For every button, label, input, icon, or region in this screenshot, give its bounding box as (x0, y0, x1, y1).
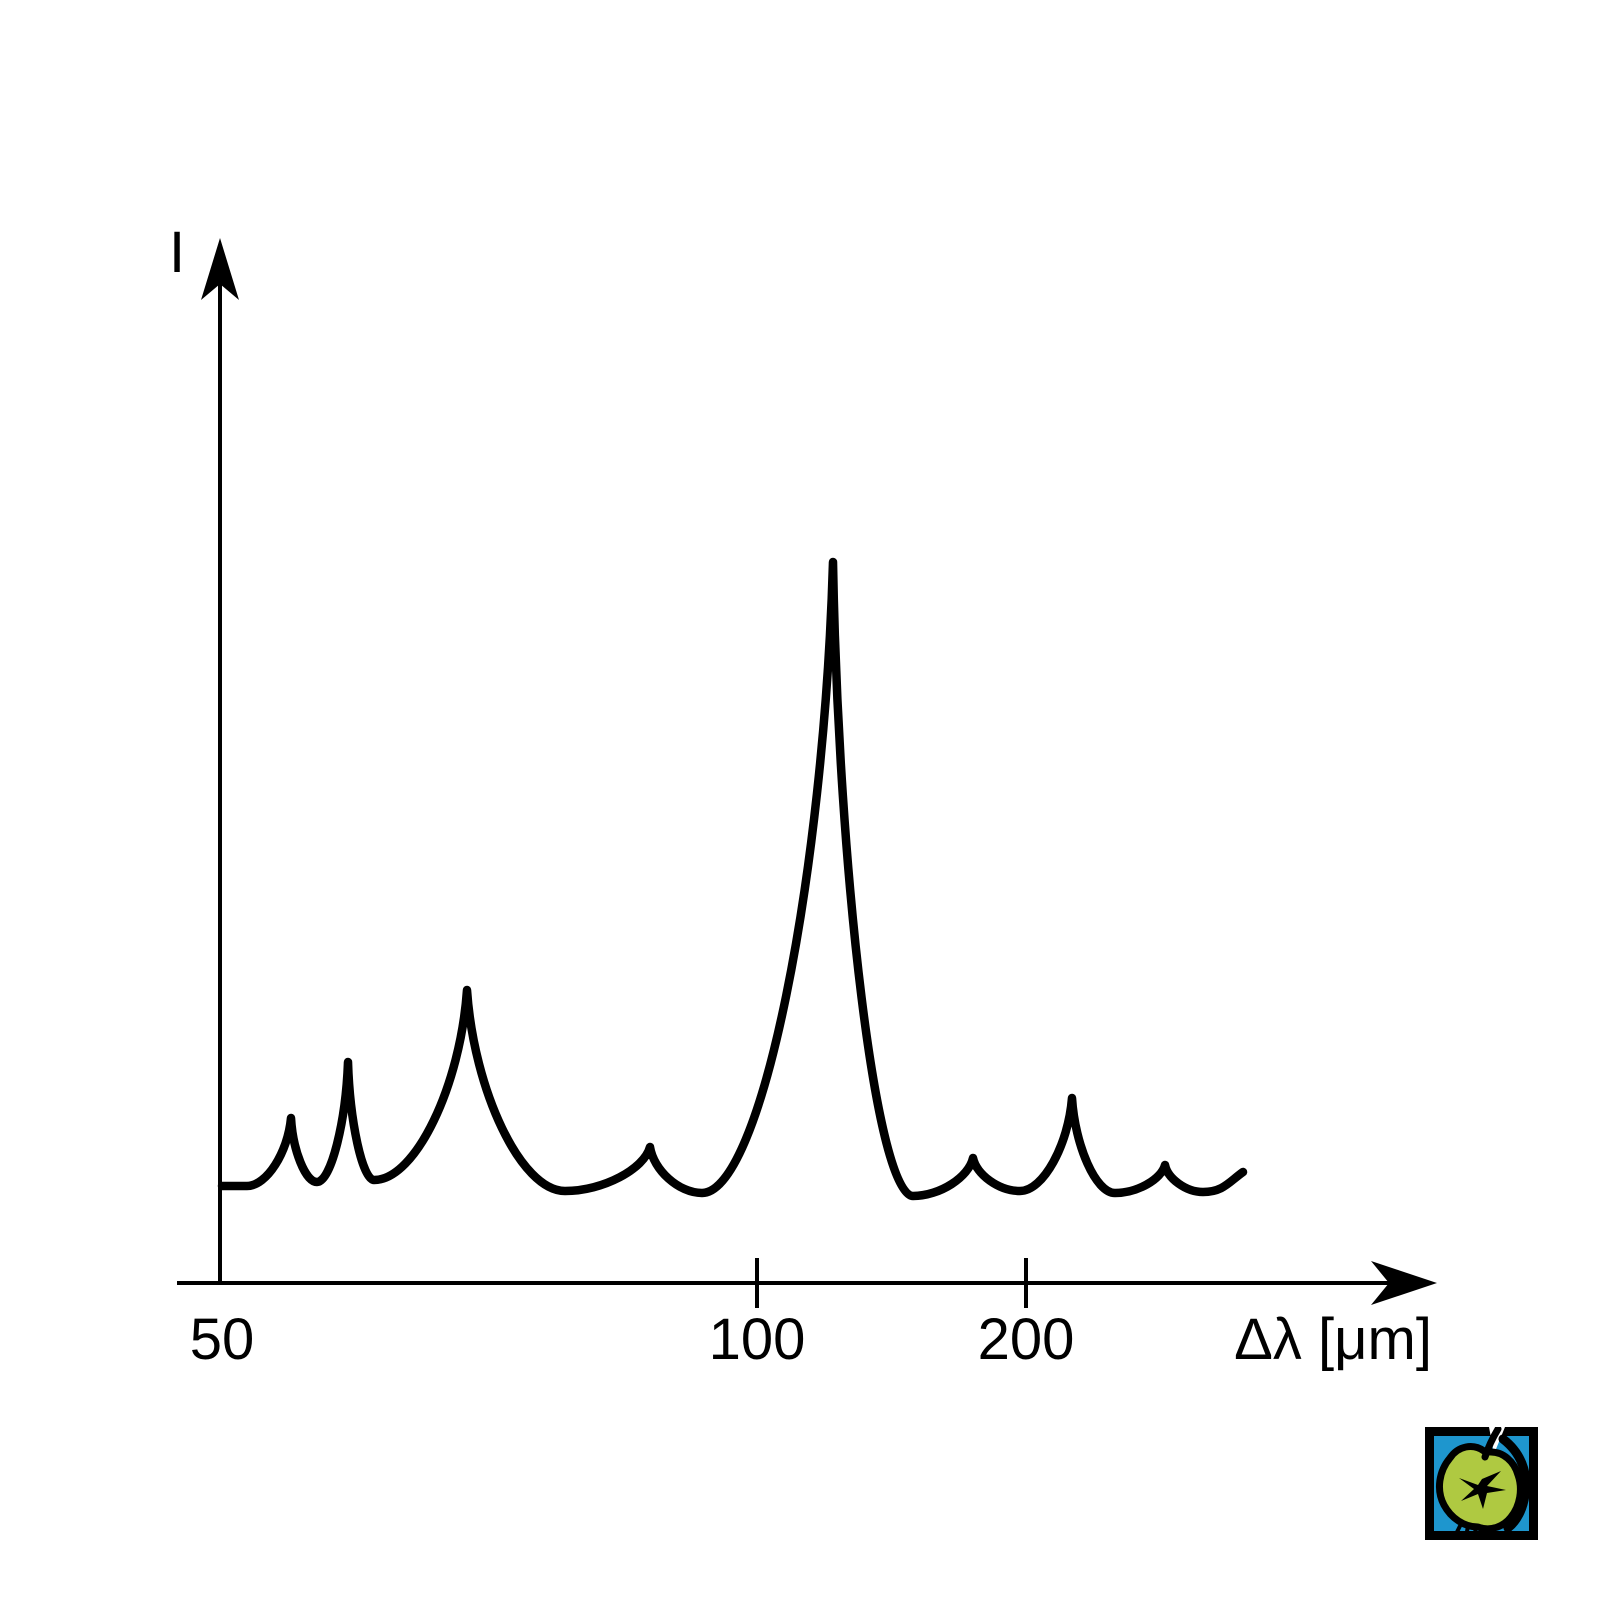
spectrum-curve (217, 557, 1248, 1201)
x-tick-label: 50 (190, 1307, 255, 1372)
y-axis-label: I (169, 220, 185, 285)
x-axis-tick-labels: 50 100 200 (190, 1307, 1075, 1372)
halved-apple-logo (1425, 1427, 1538, 1540)
x-axis-label: Δλ [μm] (1234, 1307, 1432, 1372)
apple-core-star-icon (1459, 1471, 1506, 1509)
apple-right-outline (1498, 1434, 1531, 1533)
x-axis-arrowhead-icon (1371, 1261, 1437, 1305)
x-axis-ticks (755, 1258, 1028, 1308)
x-tick-label: 200 (978, 1307, 1075, 1372)
x-tick-label: 100 (709, 1307, 806, 1372)
y-axis-arrowhead-icon (201, 238, 239, 300)
apple-stem-icon (1481, 1427, 1502, 1461)
